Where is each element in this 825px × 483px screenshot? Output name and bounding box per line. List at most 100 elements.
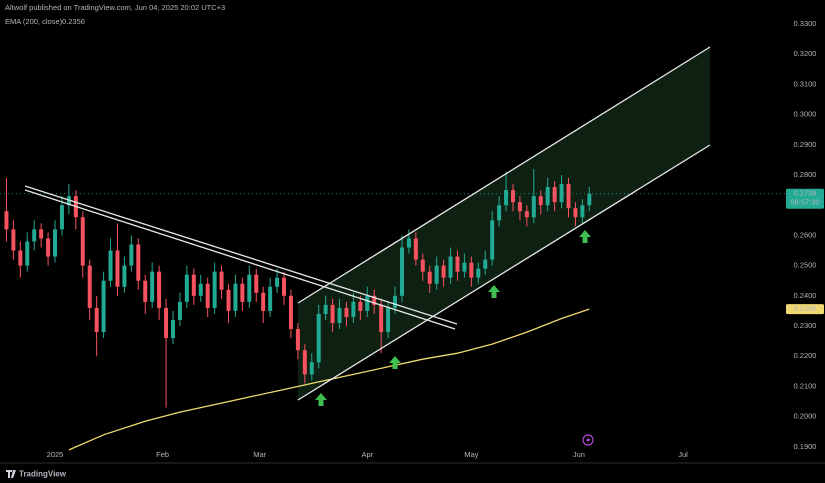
candle-body bbox=[205, 283, 210, 308]
candle-body bbox=[53, 229, 58, 257]
y-tick-label: 0.3100 bbox=[794, 79, 817, 88]
candle-body bbox=[87, 265, 92, 308]
header: Altwolf published on TradingView.com, Ju… bbox=[5, 3, 225, 12]
y-tick-label: 0.2000 bbox=[794, 412, 817, 421]
candle-body bbox=[531, 196, 536, 218]
ema-line bbox=[68, 308, 590, 451]
candle-body bbox=[11, 229, 16, 251]
candle-body bbox=[379, 304, 384, 333]
candle-body bbox=[115, 250, 120, 287]
candle-body bbox=[226, 289, 231, 311]
trend-line bbox=[24, 189, 456, 330]
candle-body bbox=[393, 295, 398, 308]
x-tick-label: May bbox=[464, 450, 478, 459]
y-tick-label: 0.3300 bbox=[794, 19, 817, 28]
arrow-up bbox=[389, 356, 401, 369]
last-price-label: 0.2738 bbox=[794, 189, 817, 198]
candle-body bbox=[233, 283, 238, 311]
candle-body bbox=[191, 274, 196, 296]
candle-body bbox=[580, 205, 585, 218]
y-tick-label: 0.2400 bbox=[794, 291, 817, 300]
x-tick-label: Jun bbox=[573, 450, 585, 459]
candle-body bbox=[212, 271, 217, 308]
candle-body bbox=[358, 301, 363, 311]
candle-body bbox=[490, 220, 495, 260]
candle-body bbox=[94, 307, 99, 333]
candle-body bbox=[524, 211, 529, 218]
candle-body bbox=[517, 202, 522, 212]
channel-lower bbox=[297, 144, 711, 401]
candle-body bbox=[32, 229, 37, 242]
candle-body bbox=[552, 187, 557, 203]
x-tick-label: 2025 bbox=[47, 450, 64, 459]
candle-body bbox=[122, 265, 127, 287]
y-tick-label: 0.2500 bbox=[794, 261, 817, 270]
ema-price-box bbox=[786, 304, 824, 315]
candle-body bbox=[427, 271, 432, 284]
candle-body bbox=[39, 229, 44, 239]
candle-body bbox=[275, 277, 280, 287]
candle-body bbox=[59, 205, 64, 230]
candle-body bbox=[510, 190, 515, 203]
legend-name: EMA (200, close) bbox=[5, 17, 63, 26]
candle-body bbox=[330, 304, 335, 324]
x-tick-label: Mar bbox=[253, 450, 266, 459]
candle-body bbox=[573, 208, 578, 218]
candle-body bbox=[25, 241, 30, 266]
trend-line bbox=[24, 185, 458, 325]
candle-body bbox=[164, 307, 169, 339]
candle-body bbox=[566, 184, 571, 209]
candle-body bbox=[344, 307, 349, 317]
y-tick-label: 0.1900 bbox=[794, 442, 817, 451]
candle-body bbox=[240, 283, 245, 302]
candle-body bbox=[18, 250, 23, 266]
candle-body bbox=[476, 268, 481, 278]
event-icon[interactable] bbox=[582, 434, 594, 446]
candle-body bbox=[469, 262, 474, 278]
arrows bbox=[315, 230, 591, 406]
candle-body bbox=[4, 211, 9, 230]
candle-body bbox=[559, 184, 564, 203]
candle-body bbox=[386, 307, 391, 333]
candle-body bbox=[441, 265, 446, 278]
candle-body bbox=[309, 362, 314, 375]
candle-body bbox=[406, 238, 411, 248]
candle-body bbox=[157, 271, 162, 308]
x-tick-label: Feb bbox=[156, 450, 169, 459]
candle-body bbox=[337, 307, 342, 324]
candle-body bbox=[170, 319, 175, 339]
x-tick-label: Jul bbox=[678, 450, 688, 459]
y-tick-label: 0.2800 bbox=[794, 170, 817, 179]
candle-body bbox=[372, 295, 377, 305]
y-tick-label: 0.3000 bbox=[794, 110, 817, 119]
candle-body bbox=[101, 280, 106, 333]
candle-body bbox=[483, 259, 488, 269]
candle-body bbox=[177, 301, 182, 320]
candle-body bbox=[219, 271, 224, 290]
y-tick-label: 0.2100 bbox=[794, 381, 817, 390]
candle-body bbox=[184, 274, 189, 302]
candle-body bbox=[399, 247, 404, 296]
footer-logo bbox=[6, 470, 16, 478]
candle-body bbox=[282, 277, 287, 296]
candle-body bbox=[504, 190, 509, 206]
candle-body bbox=[302, 350, 307, 375]
y-tick-label: 0.2300 bbox=[794, 321, 817, 330]
candle-body bbox=[288, 295, 293, 330]
candle-body bbox=[497, 205, 502, 221]
y-tick-label: 0.2200 bbox=[794, 351, 817, 360]
candle-body bbox=[538, 196, 543, 206]
candle-body bbox=[136, 244, 141, 281]
candle-body bbox=[143, 280, 148, 302]
candle-body bbox=[462, 262, 467, 272]
candle-body bbox=[129, 244, 134, 266]
candle-body bbox=[261, 292, 266, 311]
candle-body bbox=[351, 301, 356, 317]
arrow-up bbox=[315, 393, 327, 406]
y-tick-label: 0.2600 bbox=[794, 230, 817, 239]
candle-body bbox=[413, 238, 418, 260]
x-tick-label: Apr bbox=[361, 450, 373, 459]
arrow-up bbox=[488, 285, 500, 298]
candle-body bbox=[448, 256, 453, 278]
